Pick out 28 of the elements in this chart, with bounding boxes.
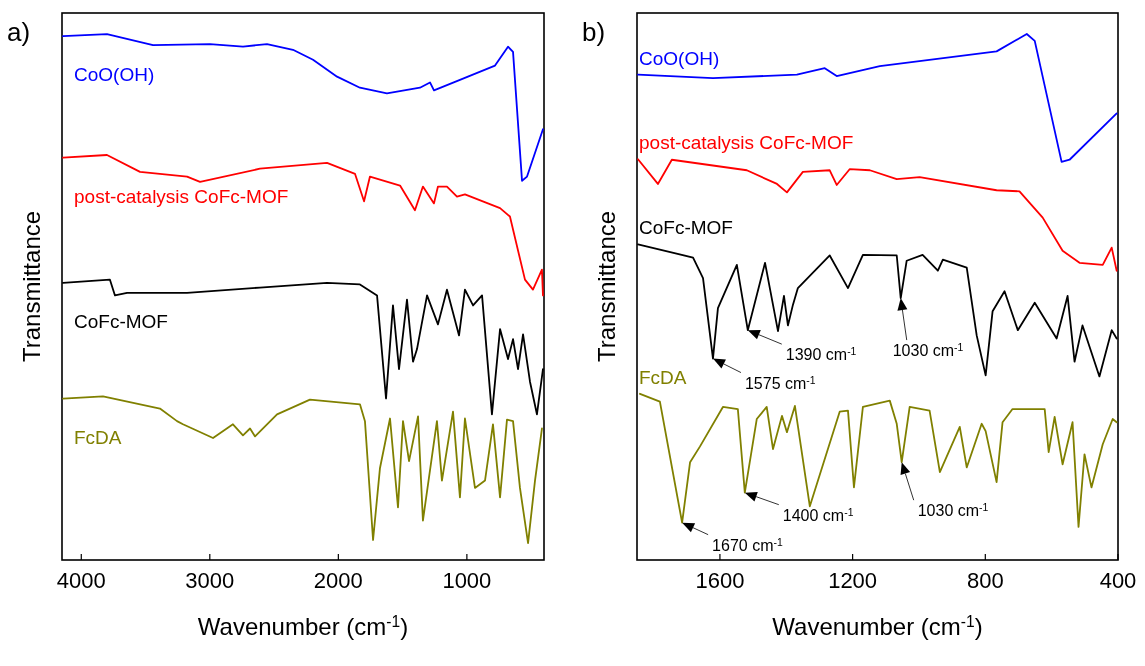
annotation: 1030 cm$^{-1}$ [917, 501, 989, 520]
y-axis-title: Transmittance [18, 210, 45, 363]
x-axis-title: Wavenumber (cm$^{-1}$) [197, 612, 409, 640]
series-label: CoO(OH) [639, 47, 720, 69]
series-label: post-catalysis CoFc-MOF [639, 132, 854, 154]
annotation: 1670 cm$^{-1}$ [712, 536, 783, 554]
x-tick-label: 3000 [185, 568, 235, 593]
x-tick-label: 1600 [695, 568, 745, 593]
annotation: 1575 cm$^{-1}$ [744, 374, 816, 392]
x-tick-label: 2000 [313, 568, 363, 593]
y-axis-title: Transmittance [593, 210, 620, 363]
annotation: 1390 cm$^{-1}$ [785, 345, 857, 364]
x-tick-label: 800 [966, 568, 1004, 593]
series-label: CoFc-MOF [74, 310, 168, 332]
x-tick-label: 1200 [828, 568, 878, 593]
series-label: FcDA [74, 426, 122, 448]
chart-title: a) [7, 17, 31, 47]
annotation: 1030 cm$^{-1}$ [892, 341, 964, 360]
x-tick-label: 1000 [442, 568, 492, 593]
series-label: FcDA [639, 366, 687, 388]
series-label: post-catalysis CoFc-MOF [74, 185, 289, 207]
series-label: CoO(OH) [74, 64, 155, 86]
chart-title: b) [582, 17, 606, 47]
annotation: 1400 cm$^{-1}$ [782, 506, 854, 524]
x-axis-title: Wavenumber (cm$^{-1}$) [772, 612, 983, 640]
x-tick-label: 4000 [56, 568, 106, 593]
series-label: CoFc-MOF [639, 217, 733, 239]
x-tick-label: 400 [1099, 568, 1137, 593]
